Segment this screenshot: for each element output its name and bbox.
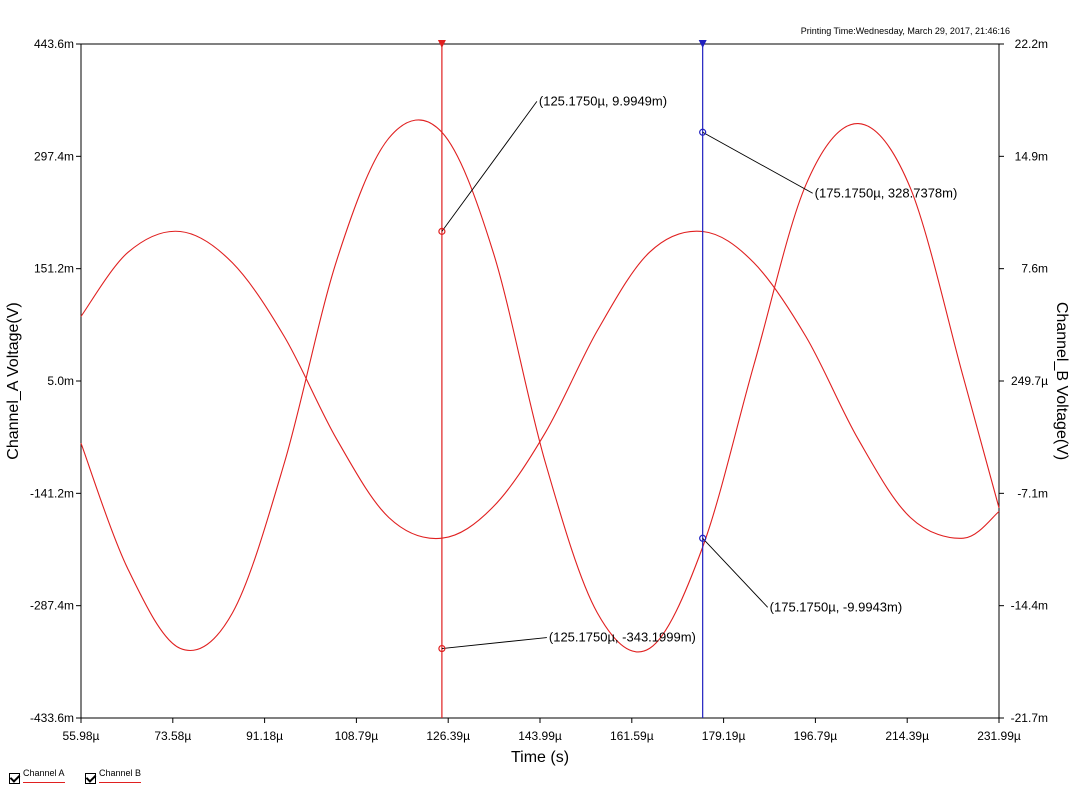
x-tick-label: 55.98µ: [63, 729, 100, 743]
x-tick-label: 126.39µ: [426, 729, 470, 743]
y-axis-left-label: Channel_A Voltage(V): [5, 302, 22, 459]
x-axis-label: Time (s): [511, 749, 569, 766]
y-left-tick-label: -287.4m: [30, 599, 74, 613]
annotation-marker: [699, 534, 707, 542]
y-axis-right-label: Channel_B Voltage(V): [1053, 302, 1070, 460]
annotation-label: (175.1750µ, -9.9943m): [770, 599, 903, 614]
annotation-marker: [438, 227, 446, 235]
y-left-tick-label: 151.2m: [34, 262, 74, 276]
annotation-label: (125.1750µ, 9.9949m): [539, 93, 667, 108]
channel-a-checkbox[interactable]: [9, 773, 20, 784]
y-left-tick-label: -141.2m: [30, 486, 74, 500]
x-tick-label: 214.39µ: [885, 729, 929, 743]
x-tick-label: 91.18µ: [246, 729, 283, 743]
annotation-leader: [702, 537, 769, 608]
printing-time: Printing Time:Wednesday, March 29, 2017,…: [800, 26, 1010, 36]
y-left-tick-label: 443.6m: [34, 37, 74, 51]
series-line-channel-a: [80, 119, 1000, 653]
series-line-channel-b: [80, 230, 1000, 540]
cursor-handle-2[interactable]: [698, 40, 707, 48]
x-tick-label: 108.79µ: [335, 729, 379, 743]
cursor-handle-1[interactable]: [437, 40, 446, 48]
y-right-tick-label: 249.7µ: [1011, 374, 1048, 388]
channel-a-label: Channel A: [23, 768, 65, 783]
channel-b-checkbox[interactable]: [85, 773, 96, 784]
y-left-tick-label: 5.0m: [47, 374, 74, 388]
channel-b-label: Channel B: [99, 768, 142, 783]
annotation-leader: [441, 637, 547, 649]
annotation-marker: [699, 128, 707, 136]
x-tick-label: 161.59µ: [610, 729, 654, 743]
y-left-tick-label: 297.4m: [34, 149, 74, 163]
legend-channel-a[interactable]: Channel A: [9, 768, 65, 786]
annotation-marker: [438, 644, 446, 653]
x-tick-label: 196.79µ: [794, 729, 838, 743]
y-right-tick-label: -14.4m: [1011, 599, 1048, 613]
x-tick-label: 179.19µ: [702, 729, 746, 743]
y-right-tick-label: -21.7m: [1011, 711, 1048, 725]
x-tick-label: 231.99µ: [977, 729, 1021, 743]
x-tick-label: 73.58µ: [154, 729, 191, 743]
legend-channel-b[interactable]: Channel B: [85, 768, 142, 786]
y-right-tick-label: 7.6m: [1021, 262, 1048, 276]
y-right-tick-label: -7.1m: [1017, 486, 1048, 500]
annotation-leader: [441, 101, 538, 232]
annotation-label: (125.1750µ, -343.1999m): [549, 630, 696, 645]
y-left-tick-label: -433.6m: [30, 711, 74, 725]
x-tick-label: 143.99µ: [518, 729, 562, 743]
annotation-label: (175.1750µ, 328.7378m): [815, 185, 958, 200]
y-right-tick-label: 14.9m: [1015, 149, 1048, 163]
y-right-tick-label: 22.2m: [1015, 37, 1048, 51]
plot-frame: [80, 43, 1000, 719]
annotation-leader: [702, 131, 813, 194]
